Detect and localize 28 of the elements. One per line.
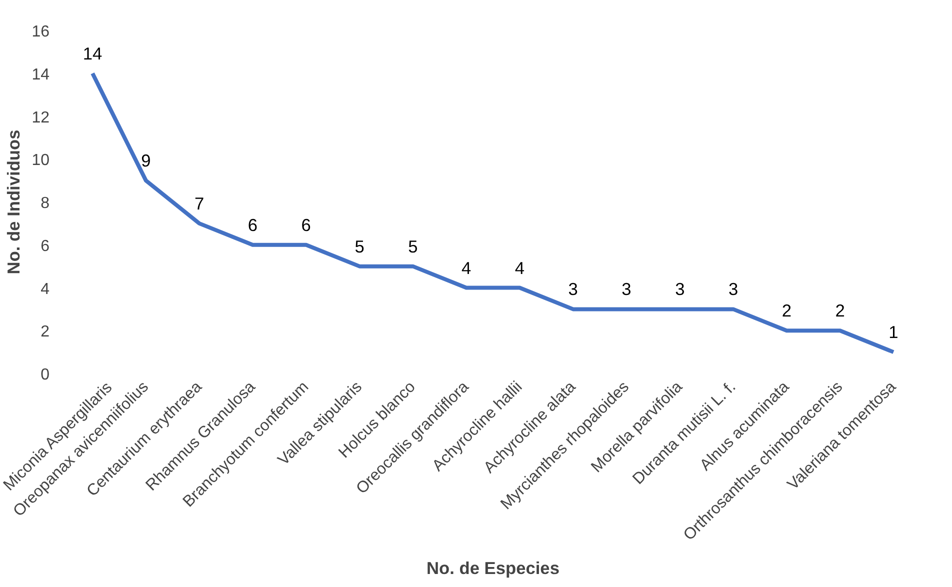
data-label: 3 [675, 279, 685, 300]
data-label: 2 [835, 300, 845, 321]
data-label: 2 [782, 300, 792, 321]
line-series [90, 71, 896, 354]
y-tick-label: 10 [32, 152, 50, 170]
y-tick-label: 8 [40, 195, 50, 212]
data-label: 4 [461, 258, 472, 278]
y-tick-label: 2 [40, 324, 50, 341]
data-label: 9 [141, 150, 151, 171]
data-label: 5 [354, 236, 364, 256]
y-axis-title: No. de Individuos [4, 130, 24, 274]
data-label: 6 [248, 214, 258, 235]
y-tick-label: 4 [40, 280, 50, 298]
data-label: 5 [408, 236, 418, 256]
data-label: 14 [82, 43, 103, 64]
data-label: 6 [301, 214, 311, 235]
data-label: 3 [568, 279, 578, 300]
y-tick-label: 0 [40, 366, 50, 384]
data-label: 3 [728, 279, 738, 300]
y-tick-label: 6 [40, 238, 50, 255]
data-label: 4 [514, 258, 525, 278]
y-tick-label: 16 [32, 24, 50, 40]
data-label: 7 [194, 193, 204, 214]
y-tick-label: 12 [32, 109, 50, 126]
x-axis-title: No. de Especies [426, 558, 560, 578]
data-label: 1 [888, 322, 898, 342]
y-tick-label: 14 [32, 66, 50, 84]
data-label: 3 [622, 279, 632, 300]
